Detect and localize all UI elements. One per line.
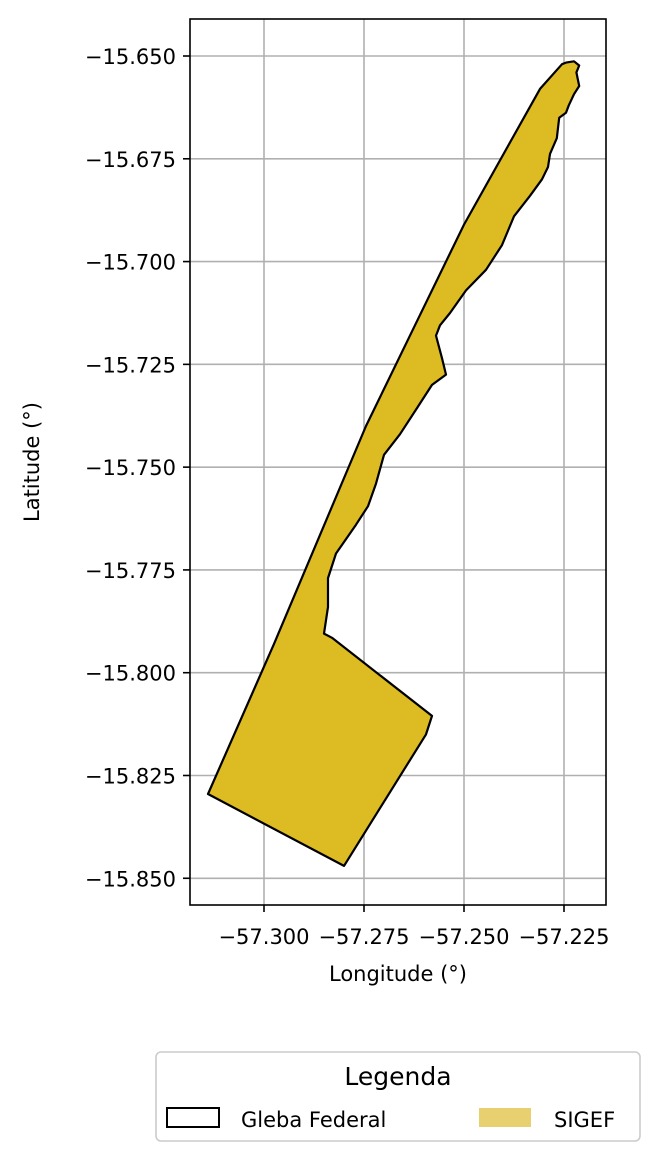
y-tick-label: −15.775	[85, 559, 176, 583]
legend-title: Legenda	[344, 1062, 451, 1091]
legend-swatch-gleba-federal	[166, 1107, 220, 1128]
legend-label-sigef: SIGEF	[554, 1108, 615, 1132]
y-tick-label: −15.800	[85, 662, 176, 686]
sigef-polygon	[206, 60, 581, 867]
y-axis-title: Latitude (°)	[20, 402, 44, 522]
y-tick-label: −15.725	[85, 353, 176, 377]
x-tick-label: −57.250	[418, 925, 509, 949]
y-tick-label: −15.750	[85, 456, 176, 480]
y-ticks: −15.650 −15.675 −15.700 −15.725 −15.750 −15.7…	[85, 45, 190, 891]
legend-swatch-sigef	[479, 1108, 531, 1127]
y-tick-label: −15.675	[85, 148, 176, 172]
x-ticks: −57.300 −57.275 −57.250 −57.225	[218, 905, 610, 949]
y-tick-label: −15.825	[85, 764, 176, 788]
y-tick-label: −15.850	[85, 867, 176, 891]
legend: Legenda Gleba Federal SIGEF	[155, 1051, 641, 1142]
x-tick-label: −57.300	[218, 925, 309, 949]
plot-frame	[189, 18, 607, 906]
x-axis-title: Longitude (°)	[329, 962, 467, 986]
legend-label-gleba-federal: Gleba Federal	[241, 1108, 386, 1132]
y-tick-label: −15.700	[85, 251, 176, 275]
x-tick-label: −57.275	[318, 925, 409, 949]
x-tick-label: −57.225	[518, 925, 609, 949]
y-tick-label: −15.650	[85, 45, 176, 69]
